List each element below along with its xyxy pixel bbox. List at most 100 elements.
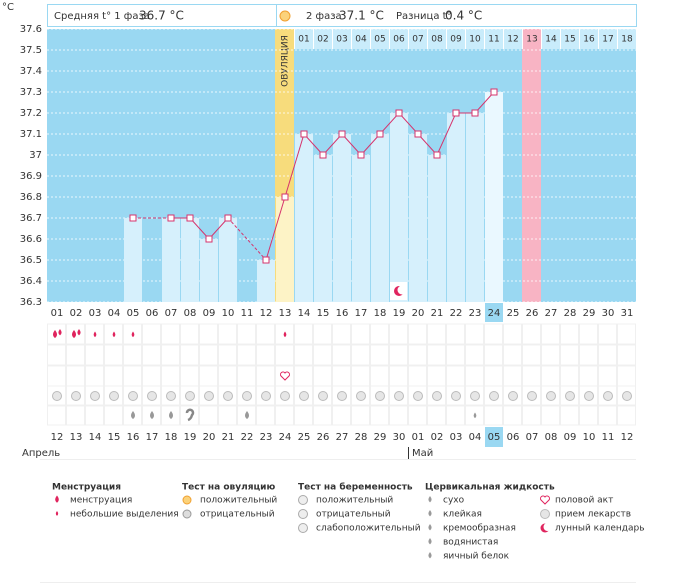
x-tick-label: 30 — [602, 308, 615, 319]
symbol-cell — [560, 404, 579, 426]
temp-marker — [167, 214, 175, 222]
legend-item: водянистая — [443, 538, 498, 548]
phase2-day: 17 — [602, 35, 613, 45]
symbol-cell — [465, 385, 484, 407]
symbol-cell — [560, 323, 579, 345]
symbol-cell — [294, 344, 313, 366]
phase2-band — [541, 29, 560, 49]
x-tick-label: 13 — [279, 308, 292, 319]
temp-marker — [357, 151, 365, 159]
date-label: 06 — [507, 432, 520, 443]
legend-item: менструация — [70, 496, 132, 506]
bar — [276, 197, 294, 302]
symbol-cell — [47, 404, 66, 426]
symbol-cell — [503, 404, 522, 426]
date-label: 11 — [602, 432, 615, 443]
symbol-cell — [237, 365, 256, 387]
x-tick-label: 07 — [165, 308, 178, 319]
month-label: Май — [412, 448, 433, 459]
date-label: 22 — [241, 432, 254, 443]
symbol-cell — [427, 365, 446, 387]
test-icon — [584, 391, 594, 401]
symbol-cell — [484, 404, 503, 426]
phase2-day: 01 — [298, 35, 309, 45]
symbol-cell — [313, 385, 332, 407]
legend-icon — [428, 510, 432, 517]
legend-item: положительный — [316, 496, 393, 506]
spotting-icon — [93, 331, 97, 338]
symbol-cell — [237, 385, 256, 407]
x-tick-label: 08 — [184, 308, 197, 319]
date-label: 29 — [374, 432, 387, 443]
symbol-cell — [522, 323, 541, 345]
symbol-cell — [123, 385, 142, 407]
x-tick-label: 14 — [298, 308, 311, 319]
symbol-cell — [332, 344, 351, 366]
eggwhite-icon — [245, 411, 249, 419]
symbol-cell — [66, 344, 85, 366]
legend-item: лунный календарь — [555, 524, 645, 534]
symbol-cell — [142, 323, 161, 345]
symbol-cell — [617, 365, 636, 387]
symbol-cell — [180, 323, 199, 345]
phase2-day: 07 — [412, 35, 423, 45]
menstruation-icon — [77, 329, 81, 336]
symbol-cell — [218, 365, 237, 387]
symbol-cell — [408, 404, 427, 426]
phase2-band — [446, 29, 465, 49]
bar — [466, 113, 484, 302]
x-tick-label: 17 — [355, 308, 368, 319]
temp-marker — [376, 130, 384, 138]
x-tick-label: 27 — [545, 308, 558, 319]
test-icon — [204, 391, 214, 401]
phase2-day: 11 — [488, 35, 499, 45]
symbol-cell — [313, 404, 332, 426]
y-tick-label: 36.7 — [20, 213, 42, 224]
temp-marker — [471, 109, 479, 117]
phase2-band — [598, 29, 617, 49]
symbol-cell — [541, 404, 560, 426]
symbol-cell — [294, 404, 313, 426]
test-icon — [261, 391, 271, 401]
ovulation-label: ОВУЛЯЦИЯ — [281, 35, 291, 87]
symbol-cell — [218, 323, 237, 345]
symbol-cell — [408, 385, 427, 407]
x-tick-label: 16 — [336, 308, 349, 319]
x-tick-label: 05 — [127, 308, 140, 319]
temp-marker — [452, 109, 460, 117]
eggwhite-icon — [150, 411, 154, 419]
watery-icon — [473, 412, 477, 419]
menstruation-icon — [72, 330, 76, 338]
phase2-band — [484, 29, 503, 49]
symbol-cell — [199, 365, 218, 387]
symbol-cell — [503, 344, 522, 366]
legend-icon — [298, 523, 308, 533]
x-tick-label: 31 — [621, 308, 634, 319]
phase2-day: 16 — [583, 35, 595, 45]
sun-icon — [279, 10, 291, 22]
phase2-day: 13 — [526, 35, 537, 45]
phase2-day: 05 — [374, 35, 385, 45]
symbol-cell — [389, 365, 408, 387]
symbol-cell — [47, 385, 66, 407]
diff-value: 0.4 °C — [445, 9, 482, 23]
symbol-cell — [503, 385, 522, 407]
symbol-cell — [237, 323, 256, 345]
symbol-cell — [47, 365, 66, 387]
symbol-cell — [161, 385, 180, 407]
symbol-cell — [332, 323, 351, 345]
diff-label: Разница t° — [396, 11, 452, 22]
x-tick-label: 18 — [374, 308, 387, 319]
date-label: 12 — [51, 432, 64, 443]
bar — [124, 218, 142, 302]
date-label: 01 — [412, 432, 425, 443]
temp-marker — [224, 214, 232, 222]
symbol-cell — [294, 365, 313, 387]
symbol-cell — [351, 385, 370, 407]
bar — [409, 134, 427, 302]
test-icon — [90, 391, 100, 401]
legend-item: прием лекарств — [555, 510, 631, 520]
symbol-cell — [104, 344, 123, 366]
eggwhite-icon — [169, 411, 173, 419]
test-icon — [394, 391, 404, 401]
